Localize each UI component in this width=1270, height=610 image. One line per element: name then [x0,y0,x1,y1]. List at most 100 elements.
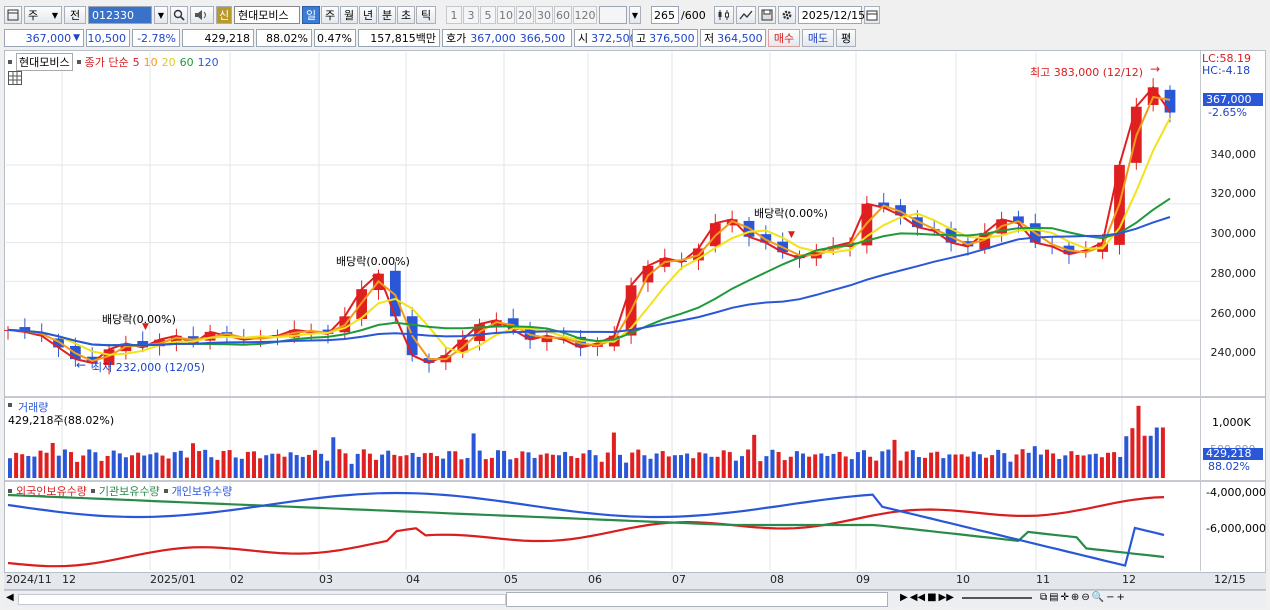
volume-bar [1045,449,1049,478]
volume-bar [679,455,683,478]
gear-icon [782,10,792,20]
volume-bar [483,459,488,478]
interval-20[interactable]: 20 [516,6,534,24]
volume-bar [496,450,500,478]
volume-bar [611,432,616,478]
zoom-in-icon[interactable]: ⊕ [1070,592,1080,603]
interval-3[interactable]: 3 [463,6,479,24]
minus-icon[interactable]: − [1106,592,1115,603]
speaker-button[interactable] [190,6,214,24]
volume-bar [520,451,525,478]
volume-bar [1008,461,1013,478]
volume-bar [666,456,671,478]
volume-bar [514,458,519,478]
candle-body [423,358,435,363]
volume-bar [1057,458,1062,478]
x-tick: 10 [956,573,970,586]
date-input[interactable]: 2025/12/15 [797,6,865,24]
volume-bar [69,452,73,478]
shin-badge[interactable]: 신 [216,6,232,24]
count-total: /600 [681,8,706,22]
plus-icon[interactable]: + [1116,592,1125,603]
print-icon[interactable]: ▤ [1049,592,1059,603]
volume-bar [50,442,55,478]
save-button[interactable] [757,6,776,24]
volume-bar [355,453,360,478]
interval-1[interactable]: 1 [446,6,462,24]
sell-button[interactable]: 매도 [802,29,834,47]
search-icon[interactable]: 🔍 [1091,592,1105,603]
volume-bar [587,450,592,478]
tab-day[interactable]: 일 [302,6,320,24]
rewind-icon[interactable]: ◀◀ [909,592,926,603]
code-input[interactable]: 012330 [88,6,152,24]
tab-tick-label: 틱 [420,9,432,22]
volume-bar [300,456,305,478]
custom-interval-input[interactable] [599,6,627,24]
stock-tag[interactable]: 현대모비스 [16,53,73,71]
price-chart[interactable] [4,50,1270,590]
volume-bar [26,455,31,478]
volume-bar [929,452,934,478]
dividend-marker: ▼ [142,322,149,332]
scroll-track[interactable] [18,594,506,605]
volume-bar [282,456,287,478]
interval-5[interactable]: 5 [480,6,496,24]
volume-bar [776,452,781,478]
scroll-thumb[interactable] [506,592,888,607]
dividend-marker: ▼ [372,274,379,284]
custom-interval-dropdown[interactable]: ▼ [629,6,641,24]
tab-tick[interactable]: 틱 [416,6,436,24]
volume-bar [221,450,226,478]
volume-bar [819,453,824,478]
chart-type-button[interactable] [713,6,734,24]
tab-minute[interactable]: 분 [378,6,396,24]
volume-bar [843,456,848,478]
volume-bar [75,461,80,478]
search-button[interactable] [170,6,188,24]
table-toggle-icon[interactable] [8,71,22,85]
hoga-label: 호가 [446,32,467,45]
crosshair-icon[interactable]: ✛ [1060,592,1069,603]
volume-bar [343,453,348,478]
volume-bar [410,452,415,478]
window-icon[interactable] [4,6,22,24]
stop-icon[interactable]: ■ [927,592,937,603]
interval-10[interactable]: 10 [497,6,515,24]
volume-bar [1002,453,1007,478]
stock-name-field[interactable]: 현대모비스 [234,6,300,24]
hoga-field: 호가 367,000 366,500 [442,29,572,47]
code-dropdown-button[interactable]: ▼ [154,6,168,24]
count-input[interactable]: 265 [651,6,679,24]
volume-bar [1087,454,1092,478]
calendar-button[interactable] [863,6,880,24]
ma-label: 종가 단순 [84,56,129,69]
tab-month[interactable]: 월 [340,6,358,24]
buy-button[interactable]: 매수 [768,29,800,47]
zoom-slider[interactable] [961,596,1032,599]
scroll-left-arrow-icon[interactable]: ◀ [6,592,14,603]
tab-second[interactable]: 초 [397,6,415,24]
settings-button[interactable] [777,6,796,24]
volume-bar [331,437,336,478]
tab-year[interactable]: 년 [359,6,377,24]
interval-60[interactable]: 60 [554,6,572,24]
trend-tool-button[interactable] [735,6,756,24]
volume-bar [166,458,171,478]
interval-20-label: 20 [518,8,532,22]
interval-120[interactable]: 120 [573,6,597,24]
x-tick: 09 [856,573,870,586]
tab-week[interactable]: 주 [321,6,339,24]
interval-30[interactable]: 30 [535,6,553,24]
avg-button[interactable]: 평 [836,29,856,47]
zoom-out-icon[interactable]: ⊖ [1081,592,1090,603]
prev-button[interactable]: 전 [64,6,86,24]
period-dropdown[interactable]: 주 ▼ [24,6,62,24]
play-icon[interactable]: ▶ [900,592,908,603]
volume-bar [508,459,513,478]
copy-icon[interactable]: ⧉ [1039,592,1048,603]
volume-bar [8,458,12,478]
bottom-scrollbar[interactable]: ◀ ▶ ◀◀ ■ ▶▶ ⧉ ▤ ✛ ⊕ ⊖ 🔍 − + [4,590,1266,607]
fast-forward-icon[interactable]: ▶▶ [938,592,954,603]
volume-bar [471,433,476,478]
